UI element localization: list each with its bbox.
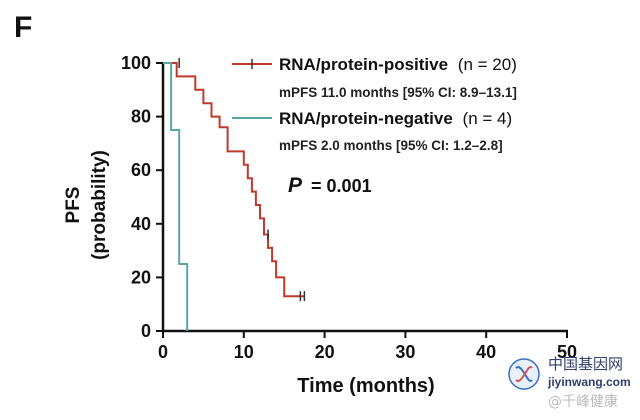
y-axis-title: PFS (probability) [63, 150, 110, 260]
legend-label-negative: RNA/protein-negative [279, 109, 453, 128]
watermark-url: jiyinwang.com [547, 375, 631, 389]
legend-stats-positive: mPFS 11.0 months [95% CI: 8.9–13.1] [279, 85, 517, 100]
axes: 0 10 20 30 40 50 0 20 40 60 80 100 [121, 53, 577, 362]
x-tick-label: 30 [395, 342, 415, 362]
watermark: 中国基因网 jiyinwang.com @千峰健康 [508, 355, 631, 410]
legend-label-positive: RNA/protein-positive [279, 55, 448, 74]
p-value-annotation: P = 0.001 [288, 174, 372, 197]
x-axis-title: Time (months) [297, 375, 434, 397]
x-tick-label: 50 [557, 342, 577, 362]
y-tick-label: 40 [131, 214, 151, 234]
watermark-sub: @千峰健康 [548, 393, 618, 410]
y-tick-label: 0 [141, 321, 151, 341]
series-line-positive [163, 62, 305, 298]
series-line-negative [163, 62, 189, 331]
y-tick-label: 20 [131, 267, 151, 287]
series-layer [163, 58, 306, 331]
p-value: = 0.001 [311, 176, 372, 196]
watermark-logo-icon [508, 358, 540, 390]
x-tick-label: 10 [234, 342, 254, 362]
legend-n-negative: (n = 4) [463, 109, 513, 128]
y-axis-title-line2: (probability) [89, 150, 110, 260]
y-tick-label: 80 [131, 107, 151, 127]
legend-stats-negative: mPFS 2.0 months [95% CI: 1.2–2.8] [279, 138, 503, 153]
watermark-logo-text: 中国基因网 [548, 355, 623, 373]
svg-text:RNA/protein-positive (: RNA/protein-positive (n = 20) [279, 55, 517, 74]
panel-label: F [14, 11, 32, 44]
legend-item-negative: RNA/protein-negative (n = 4) mPFS 2.0 mo… [232, 109, 512, 153]
legend: RNA/protein-positive (n = 20) mPFS 11.0 … [232, 55, 517, 153]
x-tick-label: 0 [158, 342, 168, 362]
y-tick-label: 100 [121, 53, 151, 73]
legend-item-positive: RNA/protein-positive (n = 20) mPFS 11.0 … [232, 55, 517, 100]
legend-n-positive: (n = 20) [458, 55, 517, 74]
x-tick-label: 20 [315, 342, 335, 362]
p-symbol: P [288, 174, 303, 197]
y-axis-title-line1: PFS [63, 187, 84, 224]
x-tick-label: 40 [476, 342, 496, 362]
svg-text:RNA/protein-negative (: RNA/protein-negative (n = 4) [279, 109, 512, 128]
y-tick-label: 60 [131, 160, 151, 180]
